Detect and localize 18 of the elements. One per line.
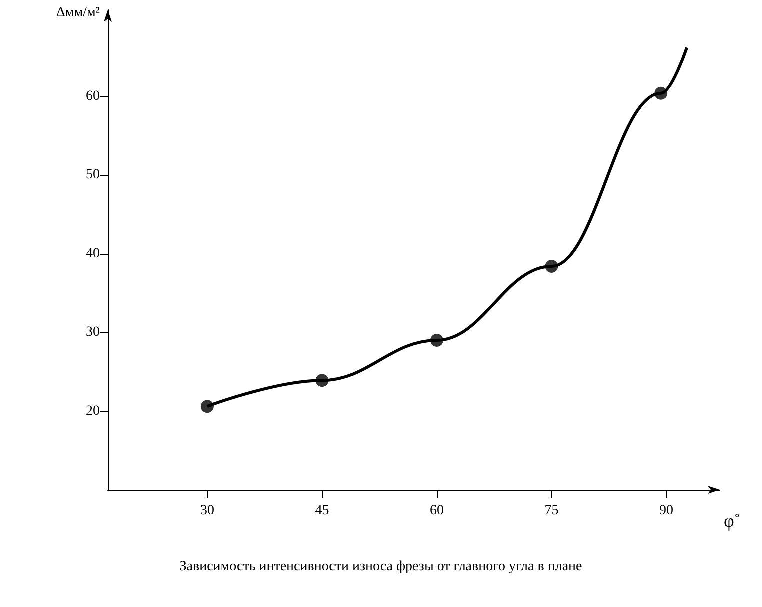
point <box>545 260 558 274</box>
y-tick-label: 30 <box>86 325 100 340</box>
x-tick-label: 45 <box>315 504 330 518</box>
y-tick-label: 60 <box>86 89 100 104</box>
x-tick-label: 60 <box>430 504 444 518</box>
point <box>316 374 329 388</box>
y-tick-label: 40 <box>86 246 100 262</box>
point <box>430 334 444 347</box>
y-tick-label: 20 <box>86 404 100 419</box>
x-tick-label: 75 <box>544 504 559 518</box>
point <box>654 86 668 100</box>
point <box>200 400 214 414</box>
x-tick-label: 90 <box>659 504 674 518</box>
y-axis-title: Δмм/м² <box>56 6 100 20</box>
x-axis-title: φ˚ <box>724 511 740 531</box>
x-tick-label: 30 <box>200 504 214 518</box>
text: Зависимость интенсивности износа фрезы от главного угла в плане <box>180 560 582 574</box>
y-tick-label: 50 <box>86 168 100 183</box>
